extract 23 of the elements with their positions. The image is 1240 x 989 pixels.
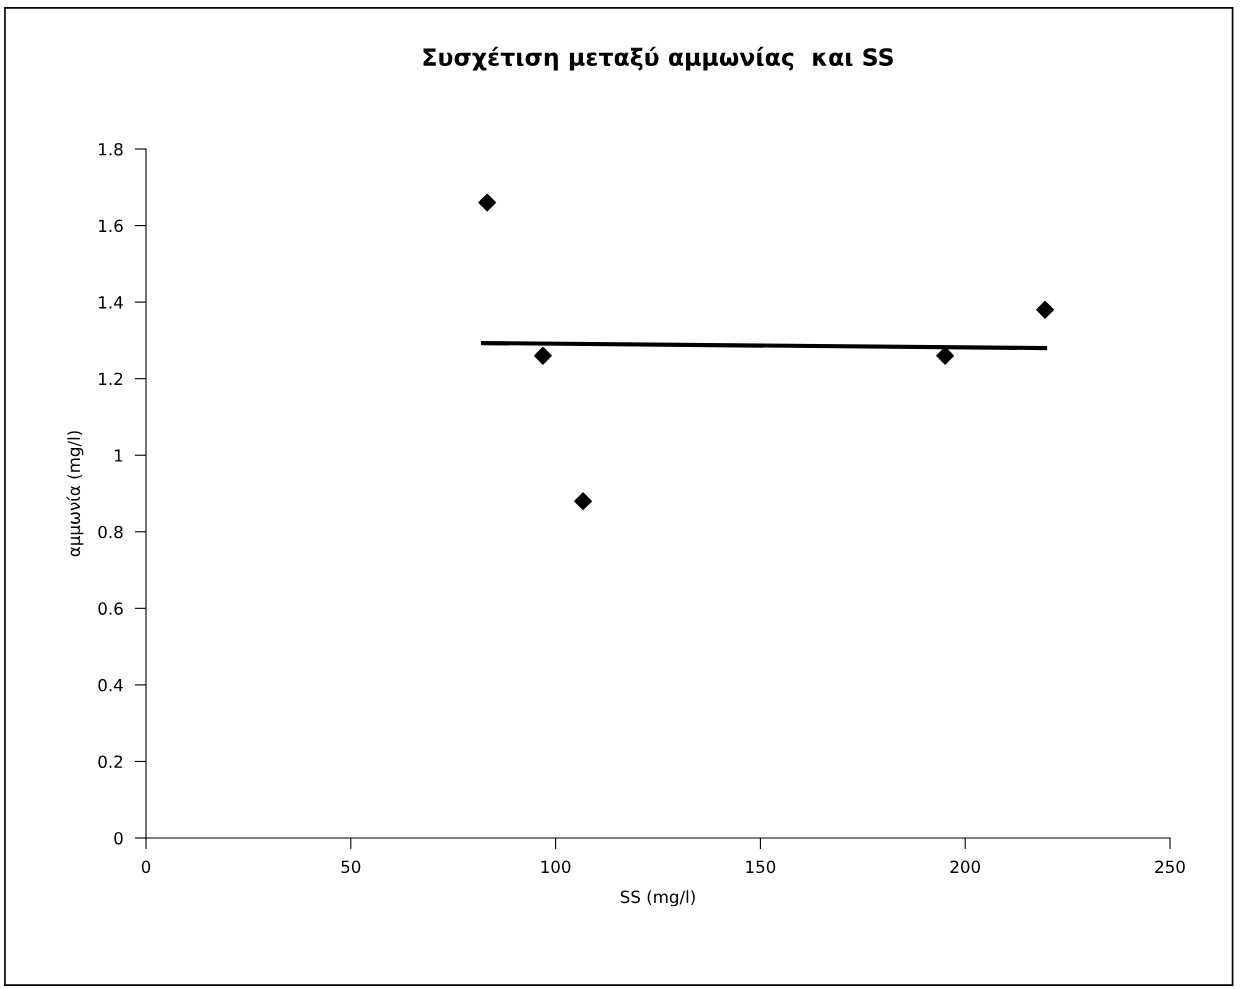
y-tick-label: 1.4 <box>99 296 123 309</box>
point <box>1036 300 1054 319</box>
point <box>478 193 497 212</box>
y-tick-label: 0.6 <box>98 602 123 615</box>
chart-title: Συσχέτιση μεταξύ αμμωνίας και SS <box>423 46 893 71</box>
y-tick-label: 0.2 <box>98 755 123 769</box>
x-tick-label: 0 <box>141 860 151 874</box>
point <box>533 346 552 365</box>
x-tick-label: 250 <box>1155 860 1185 874</box>
x-tick-label: 150 <box>746 860 776 874</box>
y-tick-label: 0 <box>114 831 123 845</box>
y-tick-label: 0.8 <box>98 525 123 539</box>
y-tick-label: 1 <box>115 449 123 462</box>
x-tick-label: 200 <box>950 860 980 874</box>
x-axis-title: SS (mg/l) <box>620 890 695 907</box>
y-tick-label: 1.6 <box>99 219 123 233</box>
y-tick-label: 0.4 <box>98 678 123 692</box>
x-tick-label: 100 <box>541 860 571 874</box>
y-tick-label: 1.2 <box>99 372 123 385</box>
y-tick-label: 1.8 <box>99 142 123 156</box>
point <box>574 492 592 511</box>
y-axis-title: αμμωνία (mg/l) <box>66 431 84 557</box>
x-tick-label: 50 <box>341 860 361 874</box>
